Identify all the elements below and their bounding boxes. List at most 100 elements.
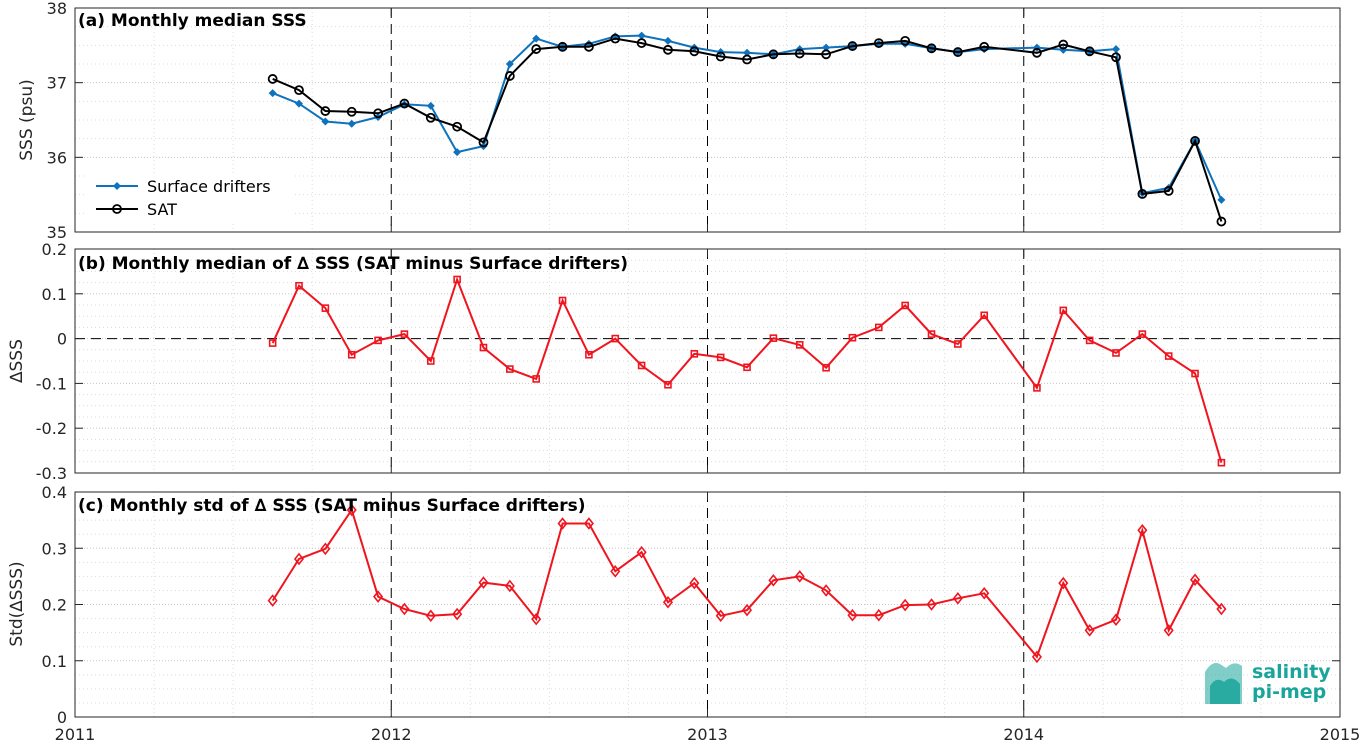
data-point-delta-median — [426, 357, 435, 365]
data-point-delta-std — [293, 552, 305, 566]
data-point-sat — [478, 137, 489, 148]
data-point-drifters — [505, 60, 514, 68]
data-point-delta-std — [847, 608, 858, 622]
data-point-delta-std — [478, 576, 489, 589]
data-point-sat — [1137, 189, 1148, 199]
data-point-delta-median — [374, 336, 382, 345]
data-point-sat — [636, 38, 647, 48]
data-point-delta-std — [320, 542, 331, 556]
data-point-delta-median — [1191, 369, 1199, 378]
data-point-delta-std — [399, 602, 410, 616]
y-tick-label: 0.4 — [42, 483, 67, 502]
data-point-delta-std — [425, 609, 436, 623]
data-point-delta-std — [873, 608, 884, 622]
data-point-delta-std — [1031, 650, 1042, 664]
data-point-delta-std — [1084, 624, 1095, 637]
data-point-sat — [926, 43, 937, 54]
series-line-delta-median — [271, 276, 1223, 463]
data-point-delta-std — [1216, 602, 1227, 616]
data-point-delta-std — [1190, 573, 1201, 587]
data-point-drifters — [453, 148, 462, 157]
series-line-delta-std — [271, 507, 1223, 659]
data-point-delta-median — [822, 363, 830, 372]
y-tick-label: 38 — [47, 0, 67, 18]
y-tick-label: 0 — [57, 708, 67, 727]
y-tick-label: 37 — [47, 74, 67, 93]
data-point-drifters — [321, 117, 330, 126]
y-tick-label: -0.2 — [36, 419, 67, 438]
data-point-delta-std — [610, 565, 621, 578]
data-point-sat — [399, 98, 410, 109]
data-point-delta-std — [662, 595, 673, 609]
data-point-sat — [663, 44, 673, 55]
data-point-delta-std — [1058, 576, 1069, 590]
data-point-sat — [557, 41, 568, 52]
data-point-sat — [452, 121, 463, 132]
legend-sat-marker — [112, 204, 122, 214]
data-point-delta-median — [1112, 349, 1120, 357]
data-layer — [267, 31, 1227, 664]
data-point-delta-median — [901, 301, 909, 310]
data-point-drifters — [822, 43, 831, 52]
data-point-drifters — [268, 89, 277, 98]
y-tick-label: 0.1 — [42, 285, 67, 304]
legend-drifters-label: Surface drifters — [147, 177, 271, 196]
data-point-delta-median — [637, 361, 646, 370]
data-point-delta-std — [821, 584, 832, 597]
y-tick-label: 35 — [47, 223, 67, 242]
data-point-sat — [1216, 216, 1227, 227]
data-point-delta-median — [558, 296, 567, 305]
data-point-delta-median — [1164, 352, 1173, 360]
data-point-drifters — [663, 36, 672, 45]
y-tick-label: 36 — [47, 148, 67, 167]
data-point-delta-median — [585, 350, 593, 359]
data-point-sat — [715, 51, 726, 62]
data-point-sat — [346, 106, 357, 117]
data-point-delta-std — [900, 598, 911, 612]
panel-a-title: (a) Monthly median SSS — [78, 11, 307, 31]
data-point-drifters — [637, 31, 646, 40]
legend-sat-label: SAT — [147, 200, 177, 219]
x-tick-label: 2012 — [371, 725, 412, 744]
data-point-delta-median — [506, 365, 514, 373]
data-point-delta-median — [400, 330, 409, 338]
data-point-drifters — [347, 119, 356, 128]
data-point-delta-std — [531, 612, 542, 626]
data-point-delta-std — [452, 607, 463, 621]
data-point-delta-std — [742, 603, 753, 617]
x-tick-label: 2014 — [1003, 725, 1044, 744]
data-point-delta-median — [321, 304, 330, 312]
data-point-sat — [847, 41, 858, 51]
data-point-sat — [1084, 46, 1095, 57]
y-tick-label: 0 — [57, 330, 67, 349]
data-point-sat — [742, 54, 752, 65]
data-point-delta-median — [453, 275, 461, 284]
panel-b-title: (b) Monthly median of ∆ SSS (SAT minus S… — [78, 254, 628, 274]
tick-layer: 35 36 37 38 -0.3 -0.2 -0.1 0 0.1 0.2 0 0.1 0.2 0.3 0.4… — [36, 0, 1361, 744]
data-point-sat — [689, 46, 700, 57]
data-point-delta-std — [1110, 613, 1122, 626]
data-point-sat — [979, 41, 990, 52]
data-point-delta-std — [504, 579, 515, 593]
data-point-delta-median — [268, 339, 277, 347]
data-point-delta-std — [557, 517, 568, 530]
data-point-delta-median — [1033, 384, 1041, 392]
panel-b-ylabel: ∆SSS — [7, 339, 27, 384]
data-point-delta-median — [848, 333, 857, 342]
data-point-delta-std — [715, 609, 726, 623]
data-point-delta-median — [347, 350, 356, 359]
series-line-drifters — [272, 34, 1223, 201]
data-point-delta-std — [794, 570, 805, 583]
data-point-sat — [1032, 47, 1042, 58]
data-point-delta-median — [611, 334, 620, 343]
data-point-delta-median — [1138, 330, 1147, 338]
panel-a-ylabel: SSS (psu) — [17, 79, 37, 160]
data-point-delta-median — [795, 341, 804, 349]
data-point-delta-std — [952, 592, 963, 605]
x-tick-label: 2015 — [1320, 725, 1361, 744]
data-point-delta-median — [769, 334, 778, 342]
data-point-sat — [425, 112, 436, 123]
data-point-sat — [373, 108, 383, 119]
logo-text-salinity: salinity — [1252, 661, 1331, 683]
